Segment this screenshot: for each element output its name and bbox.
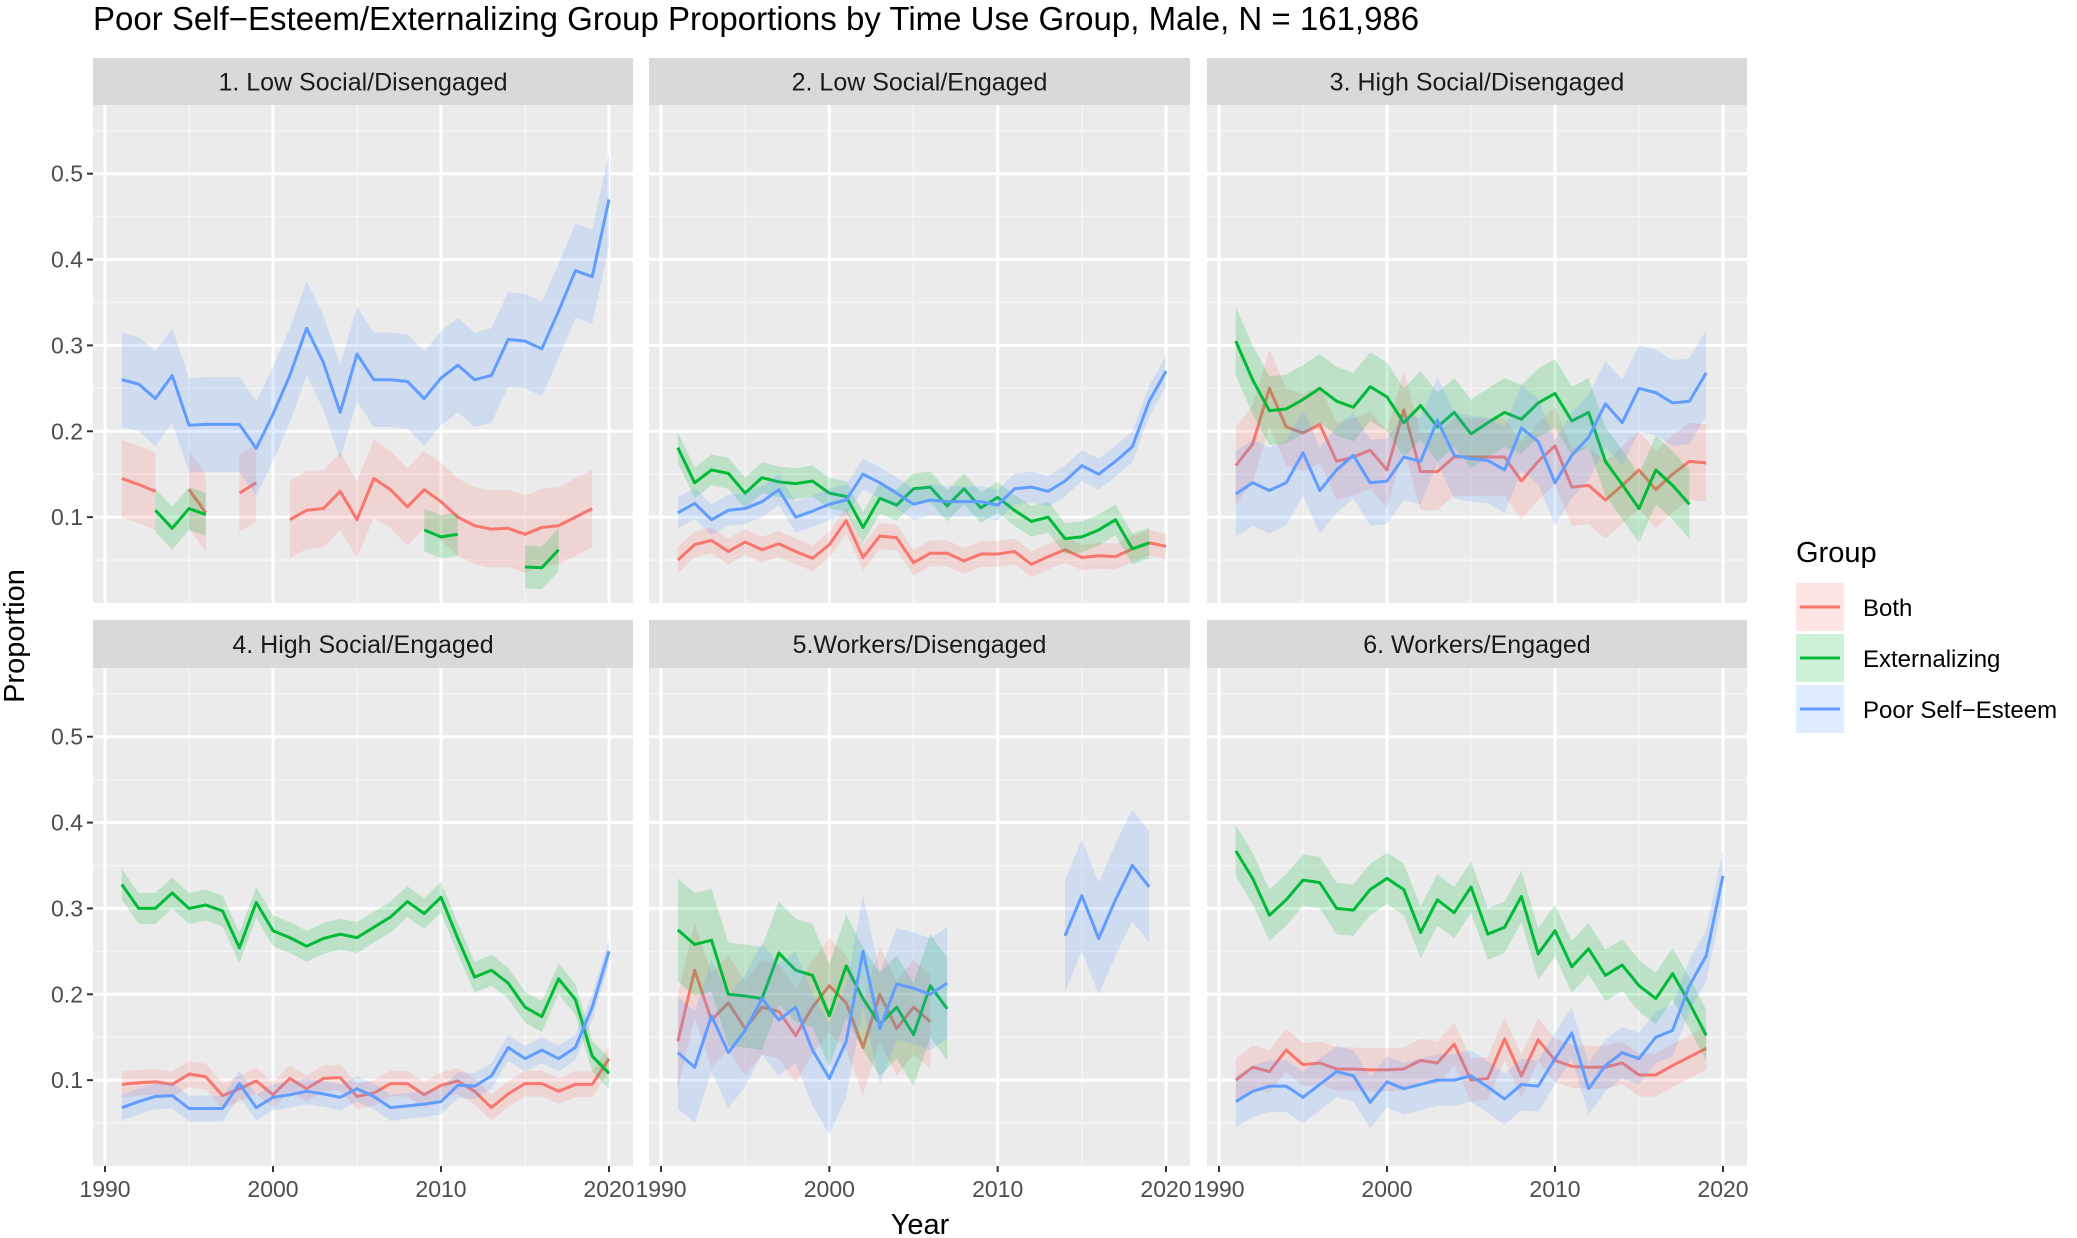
- x-tick-label: 2010: [415, 1176, 466, 1202]
- ribbon-externalizing: [1235, 825, 1707, 1062]
- ribbon-externalizing: [677, 432, 1150, 565]
- panel-3: 3. High Social/Disengaged: [1207, 58, 1747, 603]
- ribbon-externalizing: [677, 878, 948, 1087]
- y-tick-label: 0.4: [51, 810, 83, 836]
- x-tick-label: 2010: [1529, 1176, 1580, 1202]
- x-tick-label: 2020: [1697, 1176, 1748, 1202]
- y-axis-title: Proportion: [0, 569, 31, 703]
- panel-background: [1207, 668, 1747, 1166]
- x-axis-title: Year: [891, 1209, 950, 1238]
- x-tick-label: 2020: [583, 1176, 634, 1202]
- ribbon-poor-self-esteem: [121, 938, 610, 1122]
- ribbon-poor-self-esteem: [1235, 850, 1723, 1129]
- panel-background: [649, 668, 1190, 1166]
- panel-strip: [649, 620, 1190, 668]
- line-both: [676, 519, 1167, 566]
- x-tick-label: 1990: [635, 1176, 686, 1202]
- panel-background: [1207, 105, 1747, 603]
- y-tick-label: 0.1: [51, 504, 83, 530]
- legend: Group Both Externalizing Poor Self−Esteem: [1796, 537, 2057, 733]
- ribbon-poor-self-esteem: [1065, 809, 1150, 995]
- ribbon-externalizing: [121, 868, 610, 1089]
- chart-title: Poor Self−Esteem/Externalizing Group Pro…: [93, 0, 1419, 37]
- y-tick-label: 0.5: [51, 724, 83, 750]
- x-tick-label: 2010: [972, 1176, 1023, 1202]
- line-poor-self-esteem: [1235, 875, 1725, 1104]
- panel-5: 5.Workers/Disengaged 1990 2000 2010 2020: [635, 620, 1192, 1202]
- line-poor-self-esteem: [1063, 863, 1151, 940]
- legend-item-both: Both: [1796, 583, 1912, 631]
- line-externalizing: [1234, 340, 1691, 511]
- x-tick-label: 1990: [1193, 1176, 1244, 1202]
- y-tick-label: 0.1: [51, 1067, 83, 1093]
- panel-strip: [93, 620, 633, 668]
- panel-background: [93, 105, 633, 603]
- y-tick-label: 0.5: [51, 161, 83, 187]
- ribbon-both: [1235, 1017, 1707, 1102]
- panel-strip-label: 3. High Social/Disengaged: [1330, 69, 1625, 97]
- line-both: [187, 488, 208, 514]
- y-tick-label: 0.3: [51, 332, 83, 358]
- ribbon-externalizing: [525, 528, 559, 590]
- panel-strip: [1207, 58, 1747, 105]
- panel-4: 4. High Social/Engaged 0.1 0.2 0.3 0.4 0.5 199…: [51, 620, 635, 1202]
- legend-label: Externalizing: [1863, 646, 2000, 673]
- y-tick-label: 0.4: [51, 247, 83, 273]
- legend-item-externalizing: Externalizing: [1796, 634, 2000, 682]
- x-tick-label: 1990: [79, 1176, 130, 1202]
- legend-item-poor-self-esteem: Poor Self−Esteem: [1796, 685, 2057, 733]
- panel-strip: [1207, 620, 1747, 668]
- line-poor-self-esteem: [121, 199, 611, 450]
- panel-strip-label: 2. Low Social/Engaged: [792, 69, 1048, 97]
- panel-6: 6. Workers/Engaged 1990 2000 2010 2020: [1193, 620, 1749, 1202]
- panel-strip-label: 5.Workers/Disengaged: [793, 631, 1047, 659]
- ribbon-both: [1235, 349, 1707, 539]
- panels-layer: 1. Low Social/Disengaged 0.1 0.2 0.3 0.4 0.5 2…: [51, 58, 1749, 1202]
- ribbon-both: [289, 439, 593, 573]
- ribbon-poor-self-esteem: [677, 895, 948, 1135]
- panel-background: [649, 105, 1190, 603]
- ribbon-externalizing: [424, 508, 458, 559]
- line-externalizing: [120, 883, 611, 1075]
- line-both: [121, 1057, 611, 1110]
- panel-strip: [93, 58, 633, 105]
- line-both: [676, 968, 932, 1050]
- line-both: [238, 481, 257, 495]
- y-tick-label: 0.2: [51, 418, 83, 444]
- y-tick-label: 0.3: [51, 895, 83, 921]
- y-tick-label: 0.2: [51, 981, 83, 1007]
- panel-2: 2. Low Social/Engaged: [649, 58, 1190, 603]
- ribbon-poor-self-esteem: [1235, 329, 1707, 537]
- line-poor-self-esteem: [121, 950, 611, 1110]
- ribbon-both: [677, 923, 931, 1095]
- panel-strip: [649, 58, 1190, 105]
- panel-strip-label: 1. Low Social/Disengaged: [218, 69, 507, 97]
- line-poor-self-esteem: [677, 370, 1168, 522]
- panel-strip-label: 6. Workers/Engaged: [1363, 631, 1590, 659]
- x-tick-label: 2000: [804, 1176, 855, 1202]
- x-tick-label: 2000: [1361, 1176, 1412, 1202]
- legend-label: Poor Self−Esteem: [1863, 697, 2057, 724]
- panel-strip-label: 4. High Social/Engaged: [232, 631, 493, 659]
- legend-title: Group: [1796, 537, 1877, 569]
- panel-1: 1. Low Social/Disengaged 0.1 0.2 0.3 0.4 0.5: [51, 58, 633, 603]
- legend-entries: Both Externalizing Poor Self−Esteem: [1796, 583, 2057, 733]
- x-tick-label: 2020: [1140, 1176, 1191, 1202]
- legend-label: Both: [1863, 595, 1912, 622]
- ribbon-poor-self-esteem: [121, 152, 610, 496]
- line-externalizing: [154, 507, 207, 530]
- x-tick-label: 2000: [247, 1176, 298, 1202]
